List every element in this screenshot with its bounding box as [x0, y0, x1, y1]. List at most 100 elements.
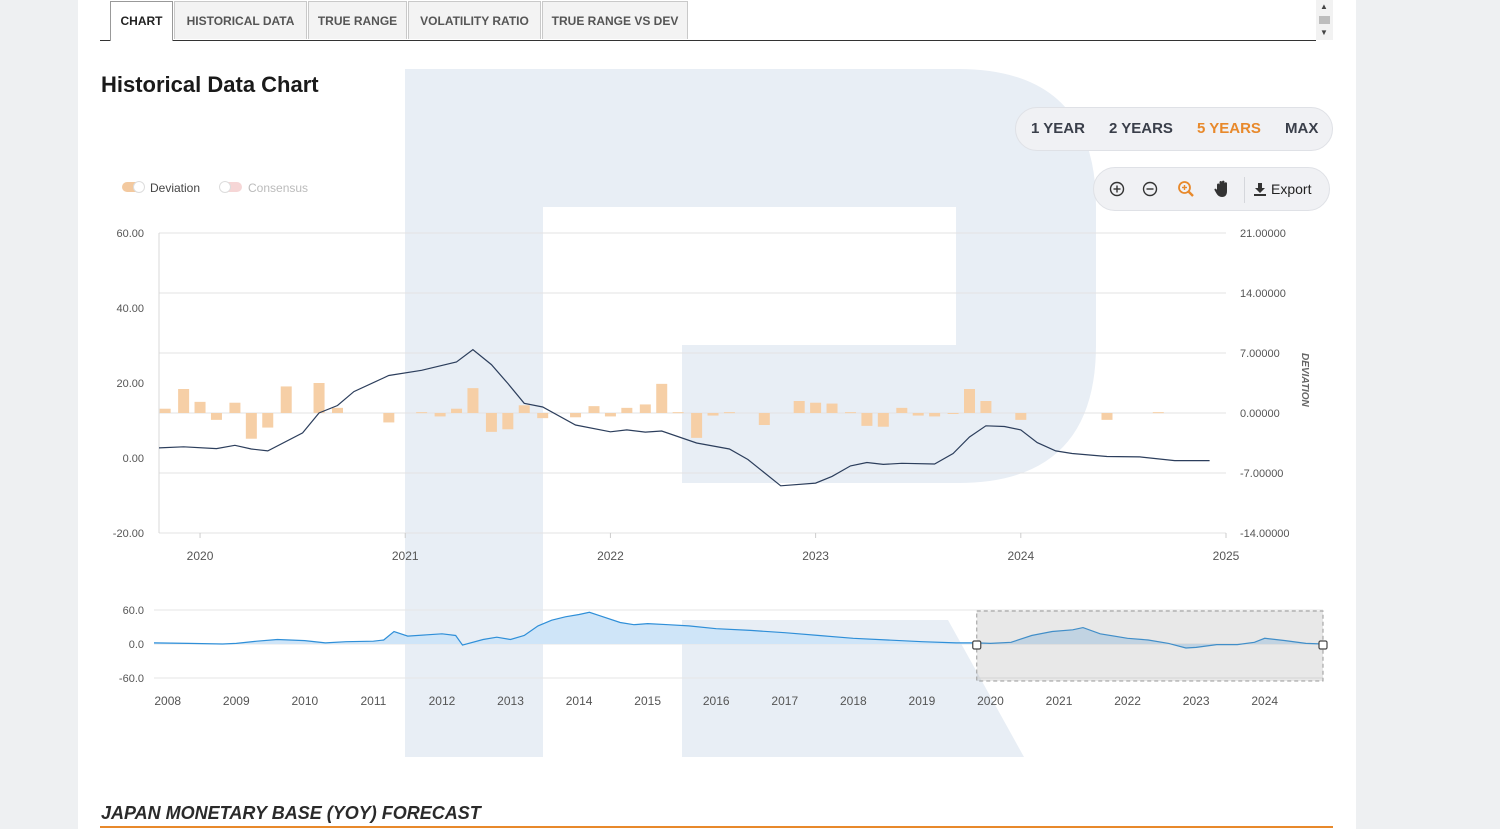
deviation-bar[interactable] — [588, 406, 600, 413]
nav-x-tick: 2023 — [1183, 694, 1210, 708]
deviation-bar[interactable] — [332, 407, 344, 413]
navigator-chart[interactable]: 60.0 0.0 -60.0 2008 2009 2010 2011 2012 2013 2014… — [78, 595, 1356, 720]
range-max-button[interactable]: MAX — [1285, 120, 1319, 137]
deviation-bar[interactable] — [502, 413, 514, 430]
range-5-years-button[interactable]: 5 YEARS — [1197, 120, 1261, 137]
scroll-down-icon[interactable]: ▼ — [1320, 28, 1328, 37]
nav-handle-right[interactable] — [1318, 640, 1328, 650]
range-2-years-button[interactable]: 2 YEARS — [1109, 120, 1173, 137]
deviation-bar[interactable] — [518, 405, 530, 413]
legend-item-consensus[interactable]: Consensus — [219, 178, 309, 198]
deviation-bar[interactable] — [844, 412, 856, 414]
tab-scrollbar[interactable]: ▲ ▼ — [1316, 0, 1333, 40]
nav-x-tick: 2011 — [360, 694, 386, 708]
deviation-bar[interactable] — [313, 383, 325, 413]
deviation-bar[interactable] — [434, 413, 446, 417]
deviation-bar[interactable] — [707, 413, 719, 416]
deviation-bar[interactable] — [877, 413, 889, 427]
nav-y-tick: -60.0 — [119, 673, 144, 685]
deviation-bar[interactable] — [1152, 412, 1164, 414]
download-icon — [1254, 183, 1266, 196]
main-chart[interactable]: 21.00000 14.00000 7.00000 0.00000 -7.00000 -1… — [78, 215, 1356, 575]
x-tick-label: 2022 — [597, 549, 624, 563]
tab-true-range-vs-dev[interactable]: TRUE RANGE VS DEV — [542, 1, 688, 39]
nav-y-tick: 0.0 — [129, 639, 144, 651]
deviation-bar[interactable] — [416, 412, 428, 414]
deviation-bar[interactable] — [672, 412, 684, 414]
deviation-bar[interactable] — [912, 413, 924, 416]
toggle-knob — [219, 181, 231, 193]
nav-handle-left[interactable] — [972, 640, 982, 650]
deviation-bar[interactable] — [896, 407, 908, 413]
deviation-bar[interactable] — [758, 413, 770, 425]
deviation-bar[interactable] — [964, 389, 976, 413]
deviation-bar[interactable] — [826, 403, 838, 413]
nav-x-tick: 2008 — [154, 694, 181, 708]
toolbar-divider — [1244, 177, 1245, 203]
pan-hand-icon[interactable] — [1211, 178, 1233, 200]
deviation-bar[interactable] — [194, 401, 206, 413]
legend-label: Consensus — [248, 181, 309, 195]
deviation-bar[interactable] — [810, 402, 822, 413]
deviation-bar[interactable] — [1101, 413, 1113, 420]
deviation-bar[interactable] — [467, 388, 479, 413]
deviation-bar[interactable] — [723, 412, 735, 414]
range-1-year-button[interactable]: 1 YEAR — [1031, 120, 1085, 137]
deviation-bar[interactable] — [621, 407, 633, 413]
y-left-tick: 20.00 — [116, 378, 144, 390]
deviation-bar[interactable] — [1015, 413, 1027, 420]
tab-volatility-ratio[interactable]: VOLATILITY RATIO — [408, 1, 541, 39]
x-tick-label: 2024 — [1007, 549, 1034, 563]
nav-x-tick: 2010 — [291, 694, 318, 708]
y-left-tick: 40.00 — [116, 303, 144, 315]
nav-x-tick: 2016 — [703, 694, 730, 708]
deviation-bar[interactable] — [604, 413, 616, 417]
deviation-bar[interactable] — [537, 413, 549, 419]
deviation-bar[interactable] — [691, 413, 703, 438]
zoom-in-icon[interactable] — [1106, 178, 1128, 200]
scroll-thumb[interactable] — [1319, 16, 1330, 24]
tab-true-range[interactable]: TRUE RANGE — [308, 1, 407, 39]
deviation-bar[interactable] — [159, 408, 171, 413]
x-tick-label: 2020 — [187, 549, 214, 563]
scroll-up-icon[interactable]: ▲ — [1320, 2, 1328, 11]
tab-chart[interactable]: CHART — [110, 1, 173, 41]
deviation-bar[interactable] — [947, 413, 959, 414]
y-right-tick: 21.00000 — [1240, 228, 1286, 240]
export-label: Export — [1271, 181, 1312, 197]
nav-x-tick: 2012 — [429, 694, 456, 708]
nav-x-tick: 2009 — [223, 694, 250, 708]
page-container: CHART HISTORICAL DATA TRUE RANGE VOLATILITY… — [78, 0, 1356, 829]
y-right-tick: -7.00000 — [1240, 468, 1283, 480]
deviation-bar[interactable] — [980, 401, 992, 413]
nav-x-tick: 2017 — [771, 694, 798, 708]
zoom-out-icon[interactable] — [1139, 178, 1161, 200]
deviation-bar[interactable] — [178, 389, 190, 413]
legend-label: Deviation — [150, 181, 201, 195]
deviation-bar[interactable] — [245, 413, 257, 439]
x-tick-label: 2021 — [392, 549, 419, 563]
deviation-bar[interactable] — [485, 413, 497, 432]
deviation-bar[interactable] — [383, 413, 395, 423]
deviation-bar[interactable] — [639, 404, 651, 413]
nav-x-tick: 2018 — [840, 694, 867, 708]
y-right-axis-label: DEVIATION — [1299, 353, 1310, 407]
legend-toggle[interactable] — [122, 181, 145, 193]
legend-toggle[interactable] — [219, 181, 242, 193]
tab-historical-data[interactable]: HISTORICAL DATA — [174, 1, 307, 39]
deviation-bar[interactable] — [861, 413, 873, 426]
deviation-bar[interactable] — [570, 413, 582, 418]
deviation-bar[interactable] — [262, 413, 274, 428]
deviation-bar[interactable] — [451, 408, 463, 413]
legend-item-deviation[interactable]: Deviation — [122, 178, 200, 198]
y-right-tick: -14.00000 — [1240, 528, 1290, 540]
deviation-bar[interactable] — [656, 383, 668, 413]
deviation-bar[interactable] — [929, 413, 941, 417]
deviation-bar[interactable] — [229, 402, 241, 413]
zoom-select-icon[interactable] — [1175, 178, 1197, 200]
deviation-bar[interactable] — [210, 413, 222, 420]
deviation-bar[interactable] — [280, 386, 292, 413]
actual-line[interactable] — [158, 348, 1210, 487]
deviation-bar[interactable] — [793, 401, 805, 413]
nav-selection[interactable] — [976, 610, 1324, 682]
